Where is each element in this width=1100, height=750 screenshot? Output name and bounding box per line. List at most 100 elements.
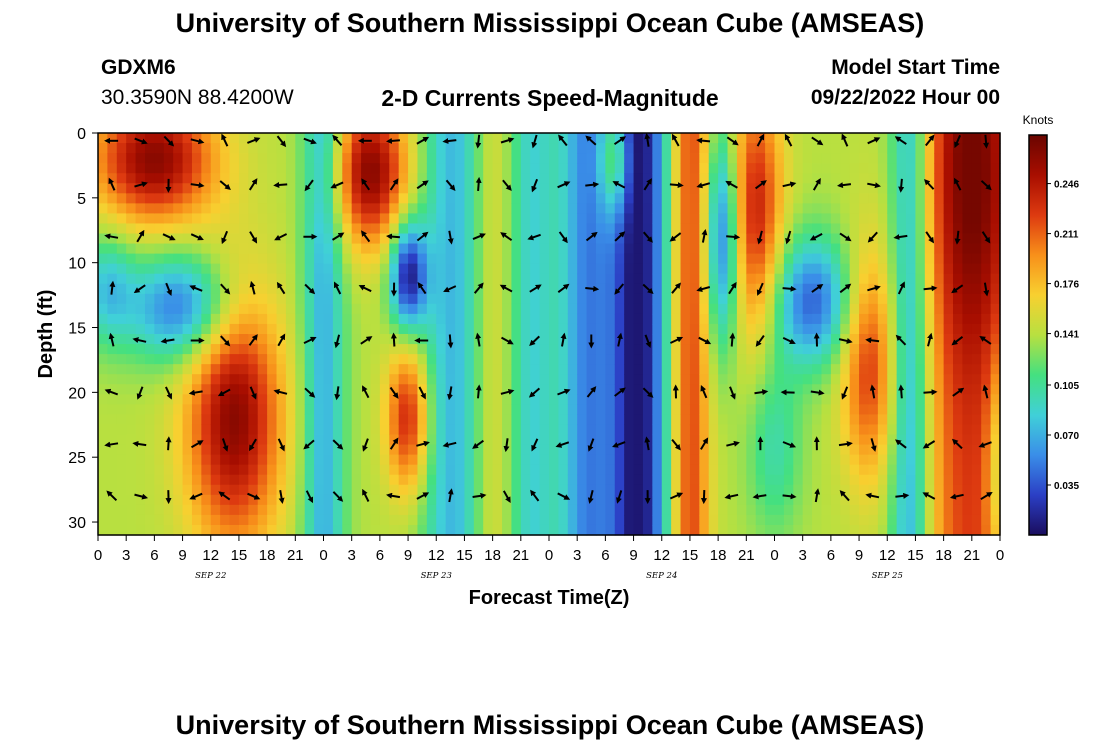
heatmap-cell (793, 364, 804, 375)
heatmap-cell (689, 344, 700, 355)
heatmap-cell (135, 263, 146, 275)
heatmap-cell (962, 484, 973, 496)
heatmap-cell (464, 384, 475, 395)
heatmap-cell (755, 424, 766, 436)
heatmap-cell (276, 133, 287, 144)
heatmap-cell (943, 334, 954, 345)
heatmap-cell (783, 434, 794, 446)
heatmap-cell (201, 133, 212, 144)
heatmap-cell (680, 173, 691, 184)
current-vector-arrow (586, 386, 597, 398)
heatmap-cell (389, 464, 400, 476)
heatmap-cell (408, 484, 419, 496)
heatmap-cell (802, 444, 813, 456)
heatmap-cell (934, 213, 945, 225)
x-tick-label: 15 (907, 547, 924, 564)
heatmap-cell (633, 454, 644, 466)
heatmap-cell (990, 173, 1001, 184)
heatmap-cell (426, 364, 437, 375)
heatmap-cell (539, 143, 550, 154)
heatmap-cell (257, 404, 268, 415)
heatmap-cell (238, 464, 249, 476)
current-vector-arrow (531, 134, 538, 149)
heatmap-cell (549, 163, 559, 174)
current-vector-arrow (585, 231, 598, 242)
heatmap-cell (295, 193, 306, 204)
heatmap-cell (238, 364, 249, 375)
heatmap-cell (567, 364, 578, 375)
heatmap-cell (812, 183, 823, 194)
heatmap-cell (793, 133, 804, 144)
heatmap-cell (295, 203, 306, 214)
heatmap-cell (107, 444, 118, 456)
heatmap-cell (614, 263, 625, 275)
heatmap-cell (887, 273, 898, 285)
heatmap-cell (257, 263, 268, 275)
heatmap-cell (887, 253, 898, 265)
heatmap-cell (295, 484, 306, 496)
heatmap-cell (558, 464, 569, 476)
heatmap-cell (295, 183, 306, 194)
current-vector-arrow (219, 180, 231, 190)
heatmap-cell (746, 454, 757, 466)
heatmap-cell (689, 253, 700, 265)
current-vector-arrow (925, 134, 935, 147)
heatmap-cell (558, 484, 569, 496)
heatmap-cell (116, 283, 127, 295)
heatmap-cell (774, 384, 785, 395)
heatmap-cell (877, 223, 888, 235)
heatmap-cell (849, 293, 860, 305)
heatmap-cell (314, 504, 325, 516)
heatmap-cell (953, 193, 964, 204)
heatmap-cell (877, 283, 888, 295)
heatmap-cell (577, 293, 588, 305)
heatmap-cell (689, 133, 700, 144)
heatmap-cell (765, 203, 776, 214)
heatmap-cell (107, 414, 118, 426)
heatmap-cell (689, 514, 700, 526)
heatmap-cell (445, 374, 456, 385)
heatmap-cell (182, 474, 193, 486)
heatmap-cell (934, 203, 945, 214)
heatmap-cell (135, 323, 146, 335)
heatmap-cell (812, 514, 823, 526)
heatmap-cell (116, 173, 127, 184)
heatmap-cell (154, 183, 165, 194)
heatmap-cell (276, 273, 287, 285)
heatmap-cell (746, 213, 757, 225)
heatmap-cell (492, 253, 503, 265)
heatmap-cell (163, 394, 174, 405)
current-vector-arrow (726, 136, 739, 146)
current-vector-arrow (221, 230, 229, 245)
heatmap-cell (783, 414, 794, 426)
heatmap-cell (558, 434, 569, 446)
heatmap-cell (802, 394, 813, 405)
heatmap-cell (859, 384, 870, 395)
heatmap-cell (783, 273, 794, 285)
heatmap-cell (830, 344, 841, 355)
heatmap-cell (642, 223, 653, 235)
current-vector-arrow (923, 285, 938, 292)
heatmap-cell (135, 273, 146, 285)
heatmap-cell (116, 514, 127, 526)
heatmap-cell (577, 273, 588, 285)
heatmap-cell (361, 253, 372, 265)
heatmap-cell (680, 313, 691, 325)
heatmap-cell (689, 394, 700, 405)
heatmap-cell (765, 394, 776, 405)
heatmap-cell (144, 273, 155, 285)
heatmap-cell (699, 354, 710, 365)
heatmap-cell (426, 183, 437, 194)
heatmap-cell (558, 213, 569, 225)
heatmap-cell (671, 484, 682, 496)
heatmap-cell (398, 143, 409, 154)
heatmap-cell (539, 233, 550, 245)
heatmap-cell (971, 283, 982, 295)
current-vector-arrow (922, 492, 936, 500)
current-vector-arrow (557, 283, 570, 294)
heatmap-cell (182, 163, 193, 174)
heatmap-cell (229, 283, 240, 295)
heatmap-cell (783, 223, 794, 235)
heatmap-cell (173, 474, 184, 486)
heatmap-cell (877, 323, 888, 335)
